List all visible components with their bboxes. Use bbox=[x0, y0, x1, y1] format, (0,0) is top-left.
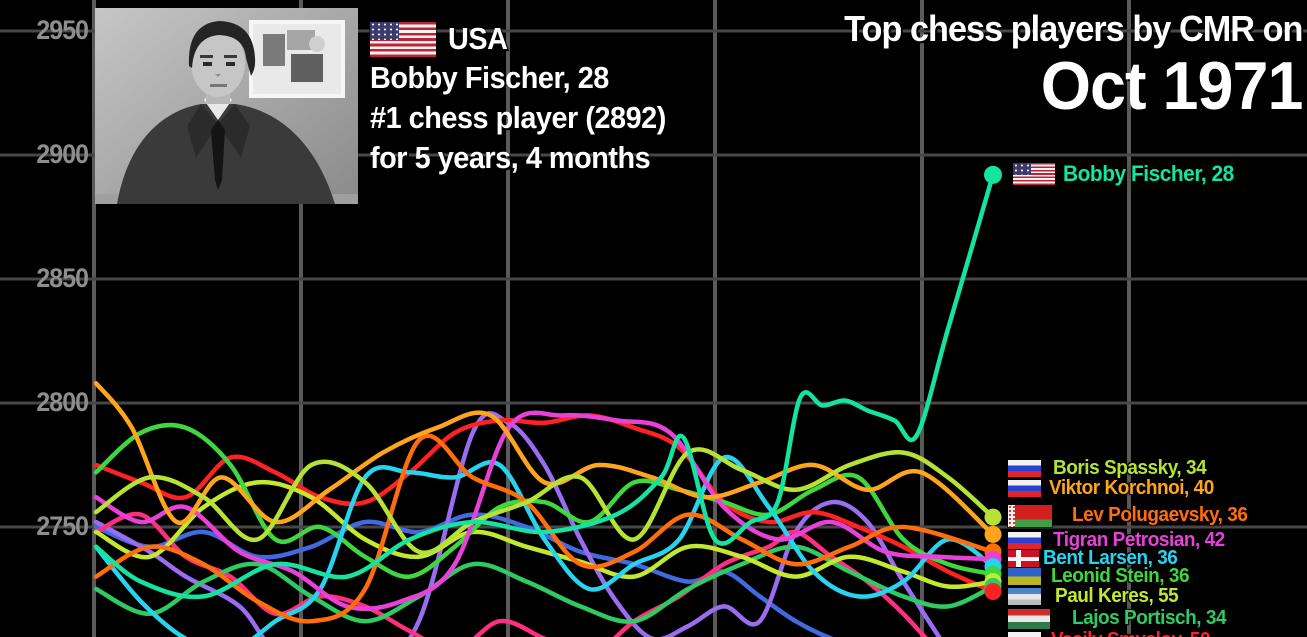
current-value-dots bbox=[984, 165, 1002, 600]
player-label-text: Viktor Korchnoi, 40 bbox=[1049, 477, 1214, 499]
current-date: Oct 1971 bbox=[1040, 48, 1303, 124]
y-tick-label: 2950 bbox=[36, 15, 89, 45]
player-label-text: Paul Keres, 55 bbox=[1055, 585, 1179, 607]
player-label-text: Leonid Stein, 36 bbox=[1051, 565, 1190, 587]
y-tick-label: 2800 bbox=[36, 387, 89, 417]
page-title: Top chess players by CMR on bbox=[843, 8, 1303, 49]
player-label-text: Lajos Portisch, 34 bbox=[1072, 607, 1227, 629]
ukraine-flag-icon bbox=[1008, 568, 1041, 585]
leader-rank-line: #1 chess player (2892) bbox=[370, 100, 666, 135]
player-label-paul-keres: Paul Keres, 55 bbox=[1008, 585, 1185, 608]
player-label-text: Lev Polugaevsky, 36 bbox=[1072, 504, 1248, 526]
player-label-vasily-smyslov: Vasily Smyslov, 50 bbox=[1008, 629, 1218, 637]
player-label-bent-larsen: Bent Larsen, 36 bbox=[1008, 547, 1184, 570]
rating-lines bbox=[93, 172, 996, 637]
usa-flag-icon bbox=[370, 21, 436, 57]
player-label-text: Vasily Smyslov, 50 bbox=[1051, 629, 1211, 637]
player-label-tigran-petrosian: Tigran Petrosian, 42 bbox=[1008, 529, 1234, 552]
hungary-flag-icon bbox=[1008, 608, 1050, 629]
player-label-text: Tigran Petrosian, 42 bbox=[1053, 529, 1225, 551]
y-tick-label: 2850 bbox=[36, 263, 89, 293]
russia-flag-icon bbox=[1008, 480, 1041, 497]
header: Top chess players by CMR on Oct 1971 bbox=[820, 8, 1303, 124]
belarus-flag-icon bbox=[1008, 504, 1052, 527]
russia-flag-icon bbox=[1008, 460, 1041, 477]
player-label-bobby-fischer: Bobby Fischer, 28 bbox=[1013, 161, 1243, 187]
player-label-boris-spassky: Boris Spassky, 34 bbox=[1008, 457, 1214, 480]
player-label-lev-polugaevsky: Lev Polugaevsky, 36 bbox=[1008, 504, 1257, 527]
leader-info-panel: USA Bobby Fischer, 28 #1 chess player (2… bbox=[370, 20, 688, 178]
player-label-viktor-korchnoi: Viktor Korchnoi, 40 bbox=[1008, 477, 1223, 500]
russia-flag-icon bbox=[1008, 632, 1041, 637]
leader-photo bbox=[95, 8, 358, 204]
estonia-flag-icon bbox=[1008, 588, 1041, 605]
player-label-text: Bent Larsen, 36 bbox=[1043, 547, 1178, 569]
denmark-flag-icon bbox=[1008, 550, 1039, 567]
usa-flag-icon bbox=[1013, 163, 1055, 185]
leader-name-line: Bobby Fischer, 28 bbox=[370, 60, 609, 95]
player-label-text: Bobby Fischer, 28 bbox=[1063, 161, 1234, 186]
leader-tenure-line: for 5 years, 4 months bbox=[370, 140, 651, 175]
russia-flag-icon bbox=[1008, 532, 1041, 549]
y-tick-label: 2750 bbox=[36, 511, 89, 541]
y-tick-label: 2900 bbox=[36, 139, 89, 169]
player-label-text: Boris Spassky, 34 bbox=[1053, 457, 1207, 479]
leader-country: USA bbox=[448, 21, 508, 56]
player-label-leonid-stein: Leonid Stein, 36 bbox=[1008, 565, 1196, 588]
bobby-fischer-portrait bbox=[95, 8, 358, 204]
player-label-lajos-portisch: Lajos Portisch, 34 bbox=[1008, 607, 1234, 630]
